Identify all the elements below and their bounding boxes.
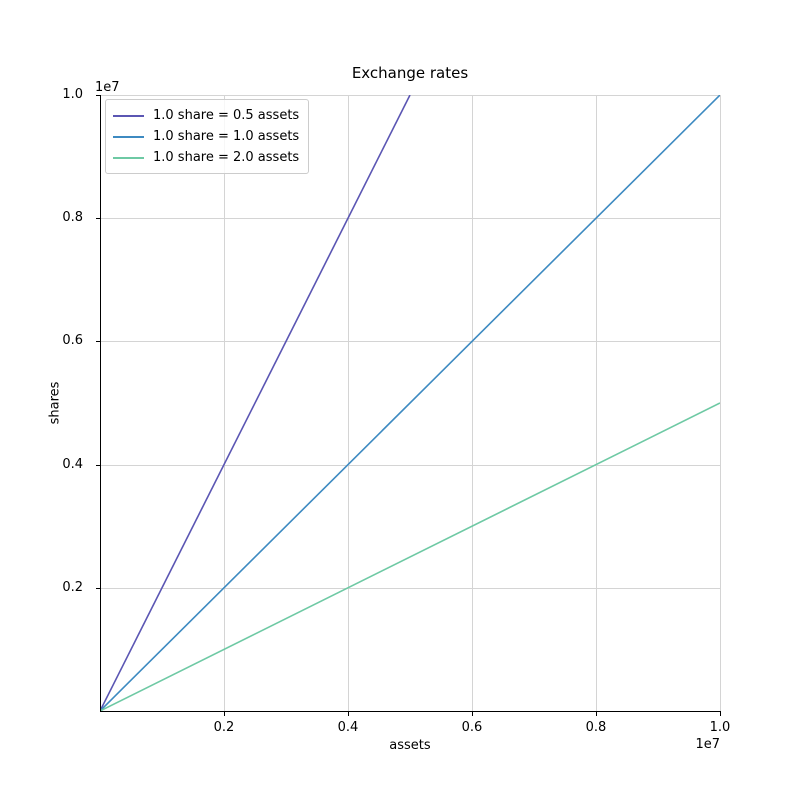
vertical-gridline — [472, 95, 473, 711]
y-tick-mark — [96, 588, 100, 589]
y-axis-offset-text: 1e7 — [95, 80, 120, 95]
legend-label: 1.0 share = 2.0 assets — [153, 150, 300, 165]
horizontal-gridline — [100, 588, 720, 589]
vertical-gridline — [224, 95, 225, 711]
y-tick-label: 0.6 — [62, 333, 83, 348]
x-tick-mark — [596, 712, 597, 716]
x-axis-spine — [100, 711, 721, 712]
vertical-gridline — [720, 95, 721, 711]
horizontal-gridline — [100, 465, 720, 466]
x-tick-label: 0.6 — [461, 720, 483, 735]
y-tick-label: 0.8 — [62, 210, 83, 225]
series-line — [100, 95, 720, 711]
y-tick-mark — [96, 465, 100, 466]
plot-area: 1.0 share = 0.5 assets 1.0 share = 1.0 as… — [100, 95, 721, 711]
legend-line-swatch — [113, 156, 144, 159]
y-tick-mark — [96, 218, 100, 219]
x-tick-mark — [720, 712, 721, 716]
x-axis-offset-text: 1e7 — [695, 737, 720, 752]
x-tick-mark — [472, 712, 473, 716]
vertical-gridline — [596, 95, 597, 711]
series-line — [100, 95, 411, 711]
x-axis-label: assets — [389, 738, 431, 753]
x-tick-mark — [348, 712, 349, 716]
legend: 1.0 share = 0.5 assets 1.0 share = 1.0 as… — [105, 99, 310, 174]
vertical-gridline — [348, 95, 349, 711]
line-series-svg — [100, 95, 720, 711]
legend-label: 1.0 share = 0.5 assets — [153, 108, 300, 123]
legend-entry: 1.0 share = 2.0 assets — [113, 147, 299, 168]
x-tick-label: 0.8 — [585, 720, 607, 735]
x-tick-label: 0.4 — [337, 720, 359, 735]
legend-line-swatch — [113, 135, 144, 138]
legend-line-swatch — [113, 114, 144, 117]
legend-entry: 1.0 share = 0.5 assets — [113, 105, 299, 126]
y-tick-label: 0.2 — [62, 580, 83, 595]
y-tick-mark — [96, 341, 100, 342]
series-line — [100, 402, 720, 711]
legend-label: 1.0 share = 1.0 assets — [153, 129, 300, 144]
horizontal-gridline — [100, 218, 720, 219]
chart-title: Exchange rates — [351, 64, 469, 82]
legend-entry: 1.0 share = 1.0 assets — [113, 126, 299, 147]
horizontal-gridline — [100, 341, 720, 342]
x-tick-label: 0.2 — [213, 720, 235, 735]
y-tick-label: 1.0 — [62, 87, 83, 102]
y-tick-mark — [96, 95, 100, 96]
y-tick-label: 0.4 — [62, 457, 83, 472]
y-axis-spine — [100, 95, 101, 712]
y-axis-label: shares — [47, 381, 63, 425]
x-tick-mark — [224, 712, 225, 716]
x-tick-label: 1.0 — [709, 720, 731, 735]
